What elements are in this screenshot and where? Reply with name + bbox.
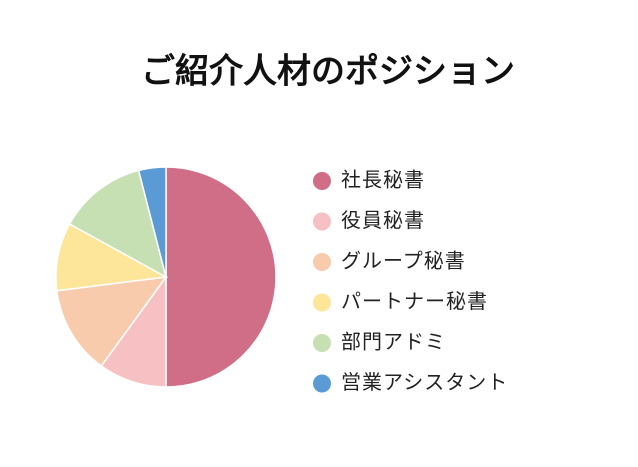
- legend-swatch: [313, 253, 331, 271]
- legend-swatch: [313, 293, 331, 312]
- legend-label: 社長秘書: [341, 168, 425, 192]
- legend-label: グループ秘書: [341, 249, 466, 273]
- legend-label: パートナー秘書: [341, 289, 488, 313]
- legend-swatch: [313, 172, 331, 190]
- legend-label: 営業アシスタント: [341, 370, 508, 394]
- pie-slice: [56, 276, 168, 368]
- pie-slice: [137, 166, 167, 278]
- legend-swatch: [313, 212, 331, 231]
- legend-swatch: [313, 334, 331, 352]
- chart-title: ご紹介人材のポジション: [141, 52, 515, 92]
- legend-label: 部門アドミ: [341, 330, 446, 354]
- pie-slice: [165, 166, 277, 388]
- pie-slice: [68, 169, 168, 279]
- legend-swatch: [313, 374, 331, 393]
- legend-label: 役員秘書: [341, 208, 425, 232]
